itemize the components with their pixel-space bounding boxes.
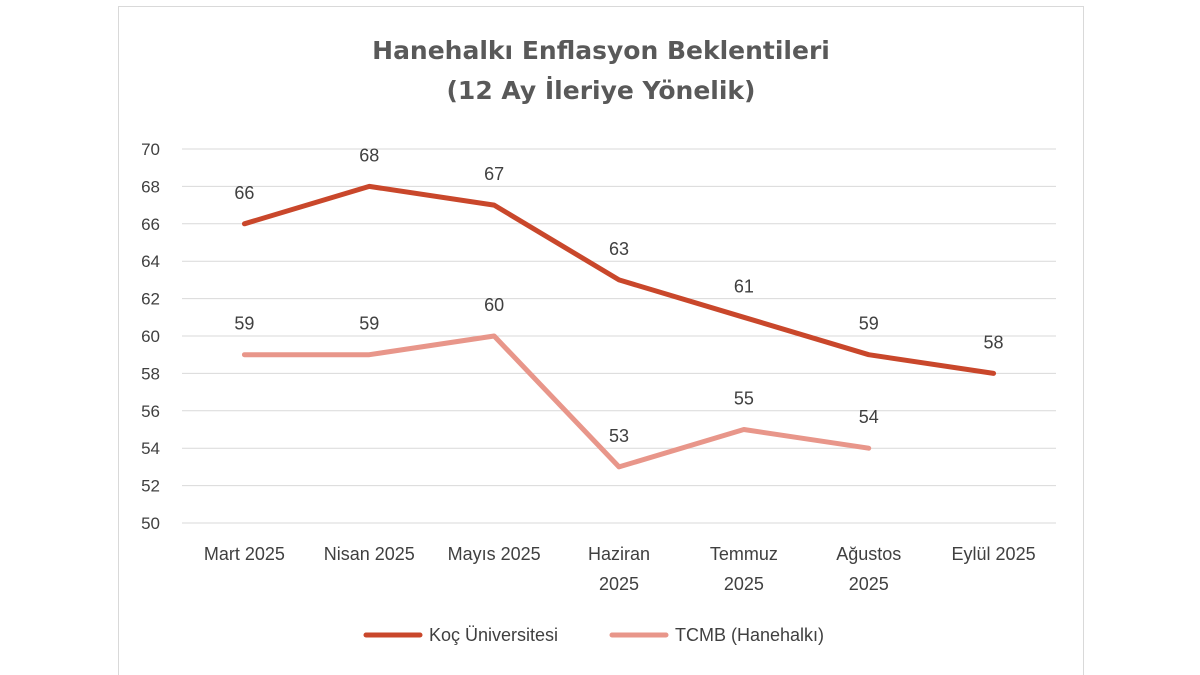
x-axis: Mart 2025 Nisan 2025 Mayıs 2025 Haziran 2025… [204, 544, 1036, 594]
x-tick-label: Mart 2025 [204, 544, 285, 564]
data-labels: 66 68 67 63 61 59 58 59 59 60 53 55 54 [234, 145, 1003, 446]
data-label: 66 [234, 183, 254, 203]
legend-label: TCMB (Hanehalkı) [675, 625, 824, 645]
y-tick-label: 70 [141, 140, 160, 159]
legend-label: Koç Üniversitesi [429, 625, 558, 645]
y-tick-label: 56 [141, 402, 160, 421]
data-label: 60 [484, 295, 504, 315]
series-lines [241, 183, 997, 470]
data-label: 58 [984, 332, 1004, 352]
x-tick-label: Haziran [588, 544, 650, 564]
data-label: 53 [609, 426, 629, 446]
x-tick-label: Temmuz [710, 544, 778, 564]
data-label: 55 [734, 389, 754, 409]
x-tick-label: Ağustos [836, 544, 901, 564]
chart-title-line: Hanehalkı Enflasyon Beklentileri [372, 36, 830, 65]
y-tick-label: 64 [141, 252, 160, 271]
y-tick-label: 54 [141, 439, 160, 458]
x-tick-label: Nisan 2025 [324, 544, 415, 564]
gridlines [182, 148, 1056, 524]
chart-title: Hanehalkı Enflasyon Beklentileri (12 Ay İ… [372, 36, 830, 105]
y-tick-label: 52 [141, 477, 160, 496]
y-tick-label: 58 [141, 364, 160, 383]
x-tick-label: 2025 [599, 574, 639, 594]
y-tick-label: 62 [141, 290, 160, 309]
data-label: 68 [359, 145, 379, 165]
y-tick-label: 60 [141, 327, 160, 346]
series-line-1 [241, 333, 872, 470]
y-tick-label: 50 [141, 514, 160, 533]
x-tick-label: Eylül 2025 [952, 544, 1036, 564]
data-label: 61 [734, 276, 754, 296]
x-tick-label: 2025 [849, 574, 889, 594]
data-label: 59 [859, 314, 879, 334]
x-tick-label: Mayıs 2025 [448, 544, 541, 564]
x-tick-label: 2025 [724, 574, 764, 594]
y-axis: 50 52 54 56 58 60 62 64 66 68 70 [141, 140, 160, 533]
data-label: 54 [859, 407, 879, 427]
y-tick-label: 68 [141, 177, 160, 196]
chart-frame [118, 6, 1084, 675]
data-label: 67 [484, 164, 504, 184]
data-label: 63 [609, 239, 629, 259]
data-label: 59 [359, 314, 379, 334]
y-tick-label: 66 [141, 215, 160, 234]
chart-title-line: (12 Ay İleriye Yönelik) [447, 75, 756, 105]
data-label: 59 [234, 314, 254, 334]
legend: Koç Üniversitesi TCMB (Hanehalkı) [363, 625, 824, 645]
